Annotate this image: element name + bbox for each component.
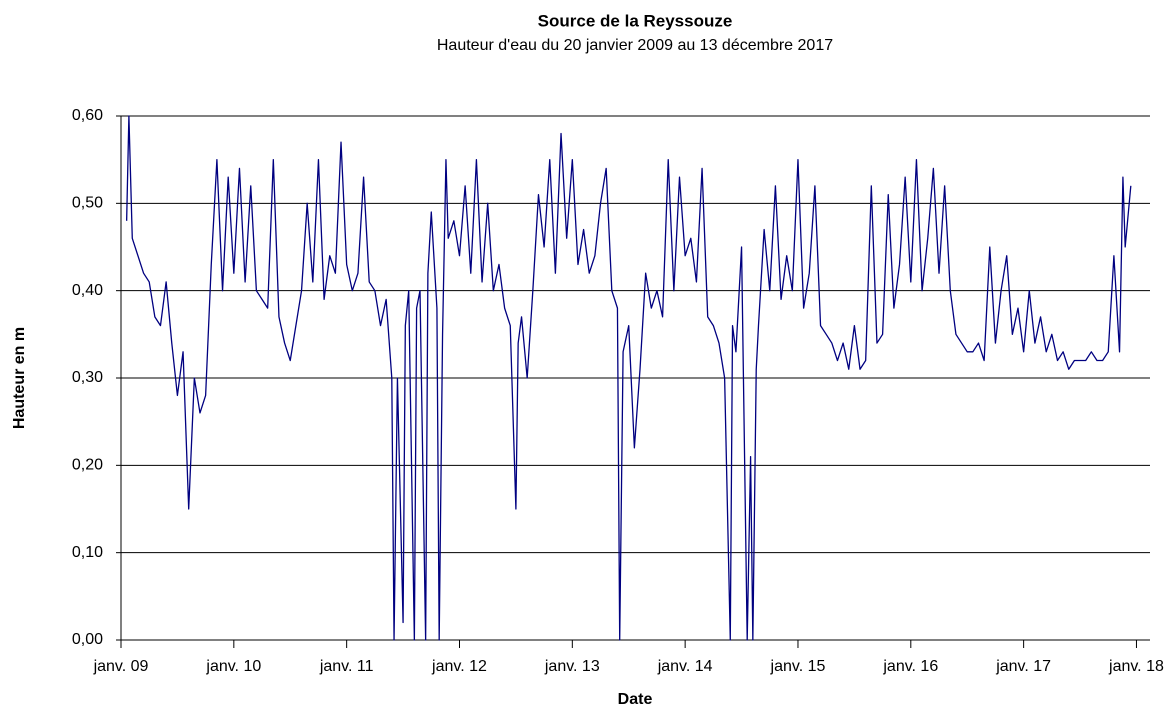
- y-tick-label: 0,50: [72, 195, 103, 212]
- x-tick-label: janv. 18: [1108, 658, 1164, 675]
- y-tick-label: 0,60: [72, 107, 103, 124]
- y-tick-label: 0,30: [72, 369, 103, 386]
- x-tick-label: janv. 13: [544, 658, 600, 675]
- y-axis-title: Hauteur en m: [11, 327, 28, 429]
- chart-title: Source de la Reyssouze: [538, 11, 733, 30]
- x-tick-label: janv. 17: [995, 658, 1051, 675]
- x-tick-label: janv. 11: [319, 658, 374, 675]
- y-tick-label: 0,20: [72, 457, 103, 474]
- x-tick-label: janv. 09: [93, 658, 149, 675]
- y-tick-label: 0,00: [72, 631, 103, 648]
- x-tick-label: janv. 10: [205, 658, 261, 675]
- y-tick-label: 0,40: [72, 282, 103, 299]
- x-tick-label: janv. 12: [431, 658, 487, 675]
- x-tick-label: janv. 15: [770, 658, 826, 675]
- x-tick-label: janv. 14: [657, 658, 713, 675]
- chart-subtitle: Hauteur d'eau du 20 janvier 2009 au 13 d…: [437, 37, 833, 54]
- y-tick-label: 0,10: [72, 544, 103, 561]
- x-tick-label: janv. 16: [882, 658, 938, 675]
- x-axis-title: Date: [618, 691, 653, 708]
- data-line: [125, 115, 1132, 641]
